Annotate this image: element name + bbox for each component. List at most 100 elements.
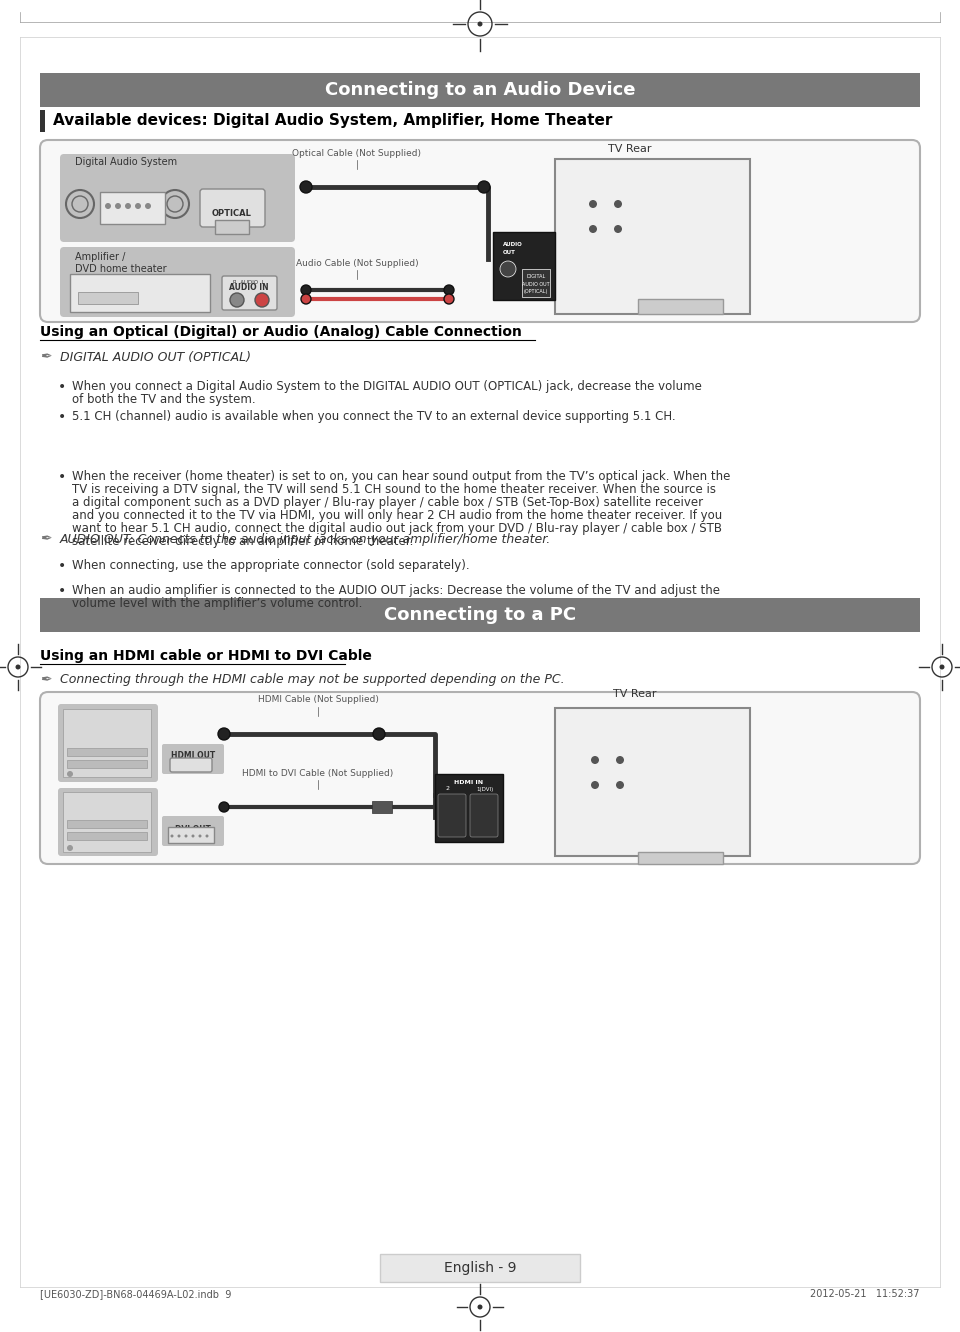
FancyBboxPatch shape xyxy=(162,745,224,774)
Circle shape xyxy=(67,844,73,851)
Circle shape xyxy=(15,665,20,670)
Bar xyxy=(638,852,723,864)
Text: volume level with the amplifier’s volume control.: volume level with the amplifier’s volume… xyxy=(72,597,362,610)
Circle shape xyxy=(178,835,180,838)
Circle shape xyxy=(591,757,599,765)
Bar xyxy=(435,774,503,842)
Circle shape xyxy=(591,781,599,789)
Circle shape xyxy=(301,285,311,294)
Circle shape xyxy=(145,202,151,209)
Circle shape xyxy=(616,781,624,789)
Bar xyxy=(522,269,550,297)
Circle shape xyxy=(300,181,312,193)
Circle shape xyxy=(614,200,622,208)
Text: AUDIO OUT: AUDIO OUT xyxy=(522,281,550,286)
Text: 1(DVI): 1(DVI) xyxy=(476,786,493,791)
Text: •: • xyxy=(58,410,66,424)
Bar xyxy=(78,292,138,304)
Text: ✒: ✒ xyxy=(40,531,52,546)
Text: (OPTICAL): (OPTICAL) xyxy=(524,289,548,293)
Text: 5.1 CH (channel) audio is available when you connect the TV to an external devic: 5.1 CH (channel) audio is available when… xyxy=(72,410,676,424)
Text: AUDIO OUT: Connects to the audio input jacks on your amplifier/home theater.: AUDIO OUT: Connects to the audio input j… xyxy=(60,533,551,546)
Circle shape xyxy=(373,729,385,741)
Text: 2: 2 xyxy=(446,786,450,791)
Circle shape xyxy=(184,835,187,838)
Text: OUT: OUT xyxy=(503,249,516,254)
Text: HDMI to DVI Cable (Not Supplied): HDMI to DVI Cable (Not Supplied) xyxy=(242,769,394,778)
Text: ✒: ✒ xyxy=(40,673,52,687)
Text: Using an Optical (Digital) or Audio (Analog) Cable Connection: Using an Optical (Digital) or Audio (Ana… xyxy=(40,325,522,340)
Text: AUDIO: AUDIO xyxy=(503,242,523,248)
Text: 2012-05-21   11:52:37: 2012-05-21 11:52:37 xyxy=(810,1289,920,1299)
Text: Digital Audio System: Digital Audio System xyxy=(75,157,178,166)
FancyBboxPatch shape xyxy=(222,276,277,310)
FancyBboxPatch shape xyxy=(58,705,158,782)
FancyBboxPatch shape xyxy=(162,817,224,846)
Bar xyxy=(67,832,147,840)
Bar xyxy=(70,274,210,312)
Text: When you connect a Digital Audio System to the DIGITAL AUDIO OUT (OPTICAL) jack,: When you connect a Digital Audio System … xyxy=(72,380,702,393)
Circle shape xyxy=(230,293,244,306)
Text: TV Rear: TV Rear xyxy=(609,144,652,155)
Text: of both the TV and the system.: of both the TV and the system. xyxy=(72,393,255,406)
Circle shape xyxy=(115,202,121,209)
Text: English - 9: English - 9 xyxy=(444,1261,516,1275)
Circle shape xyxy=(125,202,131,209)
Text: When an audio amplifier is connected to the AUDIO OUT jacks: Decrease the volume: When an audio amplifier is connected to … xyxy=(72,583,720,597)
Text: DVD home theater: DVD home theater xyxy=(75,264,167,274)
FancyBboxPatch shape xyxy=(40,140,920,322)
Bar xyxy=(67,821,147,829)
Circle shape xyxy=(205,835,208,838)
Text: •: • xyxy=(58,583,66,598)
Text: HDMI Cable (Not Supplied): HDMI Cable (Not Supplied) xyxy=(257,695,378,705)
Text: ✒: ✒ xyxy=(40,350,52,364)
Text: DVI OUT: DVI OUT xyxy=(175,825,211,834)
Bar xyxy=(40,598,920,631)
FancyBboxPatch shape xyxy=(60,246,295,317)
Circle shape xyxy=(199,835,202,838)
Text: Connecting through the HDMI cable may not be supported depending on the PC.: Connecting through the HDMI cable may no… xyxy=(60,674,564,686)
FancyBboxPatch shape xyxy=(60,155,295,242)
Bar xyxy=(380,1253,580,1281)
Text: R  AUDIO  L: R AUDIO L xyxy=(233,280,265,285)
Circle shape xyxy=(500,261,516,277)
Bar xyxy=(67,749,147,757)
Text: Connecting to an Audio Device: Connecting to an Audio Device xyxy=(324,81,636,99)
Text: satellite receiver directly to an amplifier or home theater.: satellite receiver directly to an amplif… xyxy=(72,535,414,547)
Text: HDMI IN: HDMI IN xyxy=(454,779,484,785)
FancyBboxPatch shape xyxy=(58,789,158,856)
Bar xyxy=(555,709,750,856)
Circle shape xyxy=(478,181,490,193)
Circle shape xyxy=(218,729,230,741)
Circle shape xyxy=(940,665,945,670)
Circle shape xyxy=(444,294,454,304)
Circle shape xyxy=(477,21,483,27)
Text: OPTICAL: OPTICAL xyxy=(212,209,252,218)
Text: Audio Cable (Not Supplied): Audio Cable (Not Supplied) xyxy=(296,260,419,269)
Text: DIGITAL AUDIO OUT (OPTICAL): DIGITAL AUDIO OUT (OPTICAL) xyxy=(60,350,251,364)
Circle shape xyxy=(191,835,195,838)
Text: want to hear 5.1 CH audio, connect the digital audio out jack from your DVD / Bl: want to hear 5.1 CH audio, connect the d… xyxy=(72,522,722,535)
Text: a digital component such as a DVD player / Blu-ray player / cable box / STB (Set: a digital component such as a DVD player… xyxy=(72,496,703,509)
Bar xyxy=(40,111,45,132)
Circle shape xyxy=(589,200,597,208)
Circle shape xyxy=(67,771,73,777)
FancyBboxPatch shape xyxy=(170,758,212,773)
Circle shape xyxy=(135,202,141,209)
FancyBboxPatch shape xyxy=(40,693,920,864)
Text: TV Rear: TV Rear xyxy=(613,689,657,699)
Circle shape xyxy=(616,757,624,765)
FancyBboxPatch shape xyxy=(470,794,498,836)
Circle shape xyxy=(589,225,597,233)
Text: Optical Cable (Not Supplied): Optical Cable (Not Supplied) xyxy=(293,149,421,159)
Bar xyxy=(372,801,392,813)
Circle shape xyxy=(444,285,454,294)
Bar xyxy=(63,709,151,777)
Text: •: • xyxy=(58,380,66,394)
Circle shape xyxy=(477,1304,483,1309)
Text: •: • xyxy=(58,559,66,573)
Bar xyxy=(638,298,723,314)
Bar xyxy=(493,232,555,300)
Text: Amplifier /: Amplifier / xyxy=(75,252,126,262)
Bar xyxy=(67,761,147,769)
